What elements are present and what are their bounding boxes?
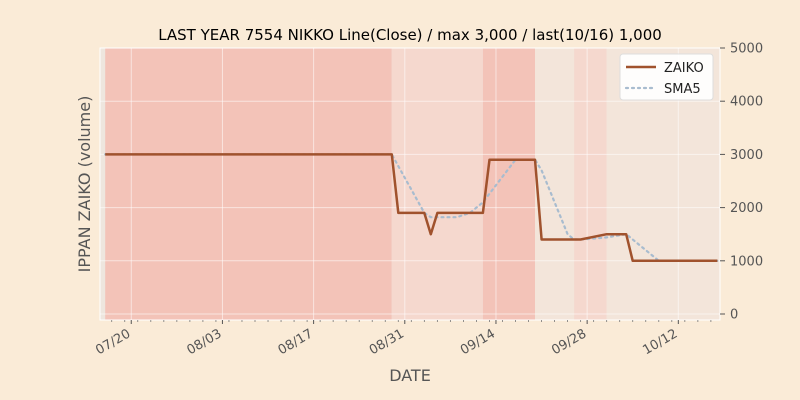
background-band — [105, 48, 392, 320]
background-band — [574, 48, 607, 320]
x-tick-label: 08/17 — [276, 326, 316, 358]
y-tick-label: 0 — [730, 308, 738, 323]
background-bands — [100, 48, 720, 320]
x-axis-label: DATE — [389, 366, 431, 385]
background-band — [535, 48, 575, 320]
x-tick-label: 09/28 — [549, 326, 589, 358]
x-tick-label: 10/12 — [640, 326, 680, 358]
background-band — [482, 48, 536, 320]
legend-label-zaiko: ZAIKO — [664, 61, 704, 76]
background-band — [391, 48, 483, 320]
y-tick-label: 3000 — [730, 148, 763, 163]
y-axis: 0 1000 2000 3000 4000 5000 — [720, 42, 763, 323]
x-tick-label: 08/31 — [367, 326, 407, 358]
y-tick-label: 5000 — [730, 42, 763, 57]
chart-title: LAST YEAR 7554 NIKKO Line(Close) / max 3… — [158, 26, 662, 44]
series-lines — [104, 153, 719, 263]
legend-label-sma5: SMA5 — [664, 82, 701, 97]
series-line-zaiko — [105, 153, 718, 263]
y-axis-label: IPPAN ZAIKO (volume) — [75, 96, 94, 273]
legend: ZAIKO SMA5 — [619, 53, 714, 101]
plot-frame — [99, 47, 721, 321]
x-tick-label: 08/03 — [184, 326, 224, 358]
x-tick-label: 09/14 — [458, 326, 498, 358]
y-tick-label: 1000 — [730, 254, 763, 269]
x-tick-label: 07/20 — [93, 326, 133, 358]
y-tick-label: 4000 — [730, 95, 763, 110]
y-tick-label: 2000 — [730, 201, 763, 216]
x-axis: 07/20 08/03 08/17 08/31 09/14 09/28 10/12 — [93, 320, 712, 358]
